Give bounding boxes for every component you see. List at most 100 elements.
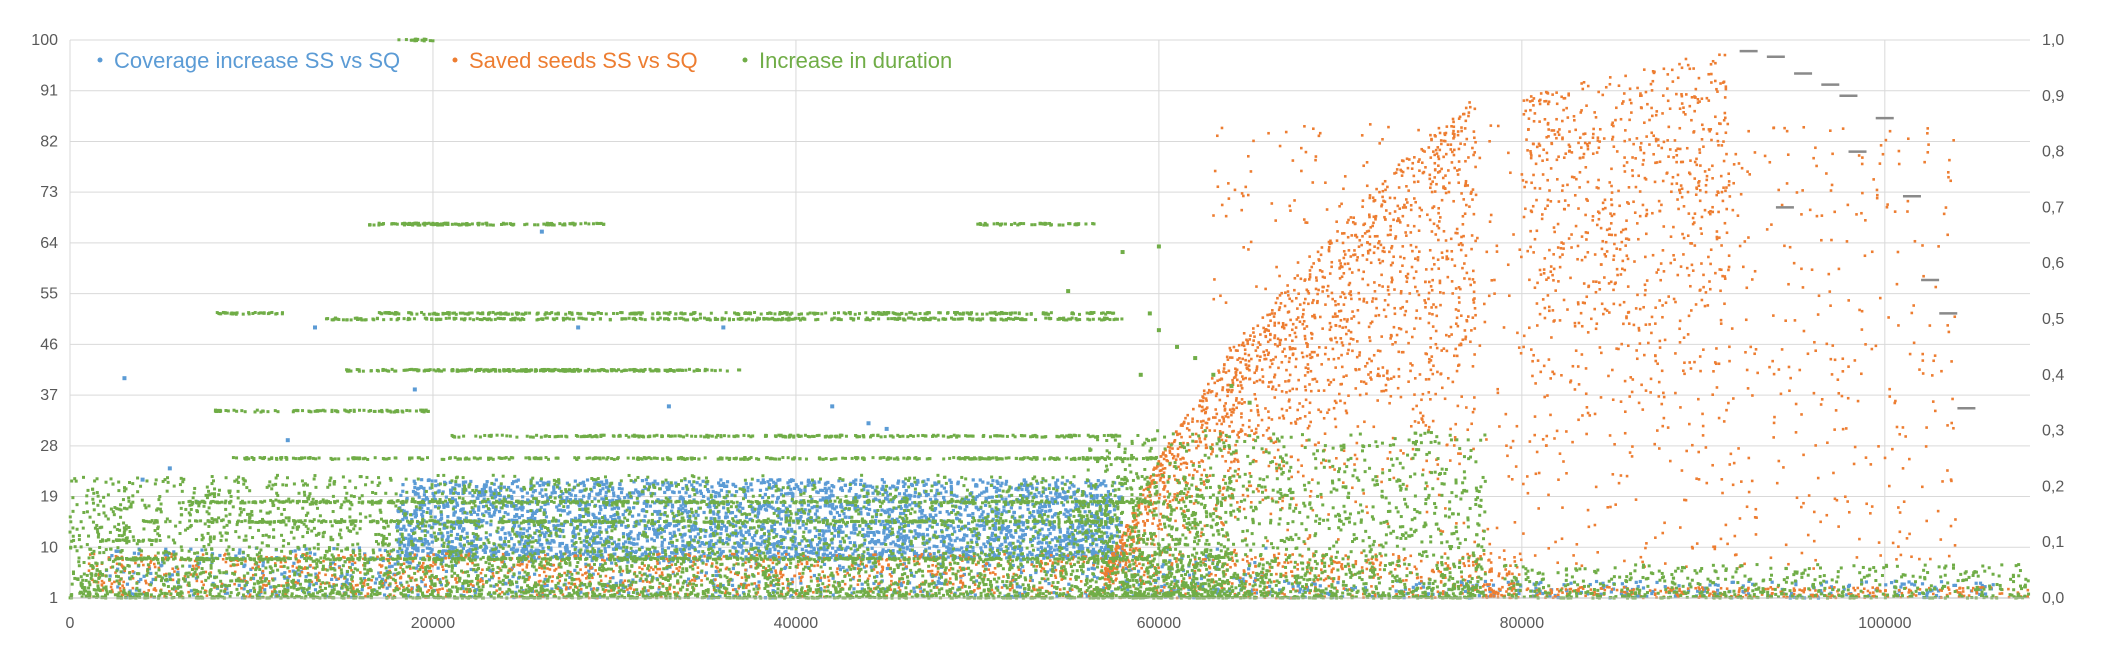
coverage-point [789, 488, 792, 491]
coverage-point [782, 528, 785, 531]
coverage-point [595, 532, 598, 535]
coverage-point [643, 515, 646, 518]
coverage-point [458, 526, 461, 529]
saved-seeds-point [821, 570, 824, 573]
coverage-point [1336, 581, 1339, 584]
saved-seeds-point [525, 566, 528, 569]
saved-seeds-point [1066, 591, 1069, 594]
coverage-point [429, 512, 432, 515]
saved-seeds-point [1354, 563, 1357, 566]
coverage-point [375, 577, 378, 580]
coverage-point [993, 486, 996, 489]
coverage-point [744, 525, 747, 528]
coverage-point [588, 493, 591, 496]
coverage-point [1058, 495, 1061, 498]
coverage-point [681, 507, 684, 510]
coverage-point [624, 548, 627, 551]
coverage-point [635, 542, 638, 545]
coverage-point [1054, 512, 1057, 515]
coverage-point [762, 478, 765, 481]
coverage-point [984, 504, 987, 507]
saved-seeds-point [1505, 590, 1508, 593]
saved-seeds-point [594, 569, 597, 572]
coverage-point [1061, 481, 1064, 484]
coverage-point [790, 528, 793, 531]
coverage-point [495, 478, 498, 481]
coverage-point [722, 506, 725, 509]
coverage-point [432, 495, 435, 498]
coverage-point [918, 517, 921, 520]
coverage-point [421, 515, 424, 518]
coverage-point [942, 496, 945, 499]
saved-seeds-point [132, 570, 135, 573]
coverage-point [802, 523, 805, 526]
coverage-point [777, 496, 780, 499]
coverage-point [923, 514, 926, 517]
coverage-point [526, 491, 529, 494]
coverage-point [1113, 508, 1116, 511]
coverage-point [416, 487, 419, 490]
coverage-point [889, 487, 892, 490]
coverage-point [403, 544, 406, 547]
coverage-point [420, 478, 423, 481]
coverage-point [510, 495, 513, 498]
coverage-point [922, 533, 925, 536]
coverage-point [839, 487, 842, 490]
coverage-point [305, 575, 308, 578]
coverage-point [396, 550, 399, 553]
coverage-point [715, 574, 718, 577]
coverage-point [622, 513, 625, 516]
coverage-point [168, 466, 172, 470]
coverage-point [658, 517, 661, 520]
coverage-point [759, 543, 762, 546]
coverage-point [632, 506, 635, 509]
coverage-point [1027, 508, 1030, 511]
coverage-point [1635, 581, 1638, 584]
coverage-point [646, 539, 649, 542]
coverage-point [1053, 548, 1056, 551]
coverage-point [764, 493, 767, 496]
saved-seeds-point [297, 561, 300, 564]
coverage-point [760, 481, 763, 484]
coverage-point [905, 547, 908, 550]
coverage-point [831, 503, 834, 506]
coverage-point [690, 545, 693, 548]
coverage-point [1048, 483, 1051, 486]
coverage-point [771, 494, 774, 497]
coverage-point [674, 545, 677, 548]
saved-seeds-point [1080, 580, 1083, 583]
coverage-point [1903, 583, 1906, 586]
coverage-point [846, 546, 849, 549]
coverage-point [940, 484, 943, 487]
saved-seeds-point [974, 583, 977, 586]
coverage-point [658, 524, 661, 527]
coverage-point [471, 494, 474, 497]
coverage-point [1492, 584, 1495, 587]
coverage-point [521, 495, 524, 498]
coverage-point [1910, 583, 1913, 586]
coverage-point [836, 511, 839, 514]
coverage-point [238, 584, 241, 587]
coverage-point [972, 534, 975, 537]
saved-seeds-point [857, 583, 860, 586]
saved-seeds-point [309, 564, 312, 567]
saved-seeds-point [1417, 576, 1420, 579]
saved-seeds-point [1486, 583, 1489, 586]
saved-seeds-point [1503, 558, 1506, 561]
saved-seeds-point [142, 564, 145, 567]
coverage-point [1415, 583, 1418, 586]
coverage-point [413, 512, 416, 515]
coverage-point [982, 510, 985, 513]
saved-seeds-point [1498, 556, 1501, 559]
coverage-point [980, 513, 983, 516]
coverage-point [905, 505, 908, 508]
coverage-point [582, 553, 585, 556]
coverage-point [1319, 584, 1322, 587]
coverage-point [558, 535, 561, 538]
saved-seeds-point [480, 572, 483, 575]
coverage-point [739, 529, 742, 532]
coverage-point [425, 496, 428, 499]
coverage-point [594, 516, 597, 519]
coverage-point [1033, 493, 1036, 496]
coverage-point [645, 505, 648, 508]
